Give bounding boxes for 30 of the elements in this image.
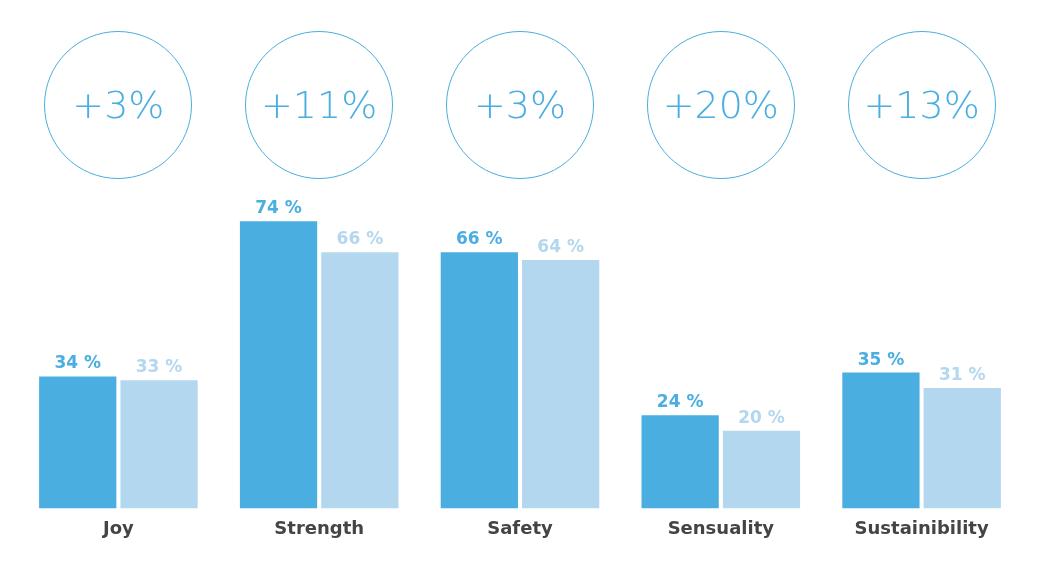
- data-label: 31 %: [938, 364, 986, 385]
- x-tick-label: Sustainibility: [854, 516, 989, 538]
- x-tick-label: Joy: [101, 516, 135, 538]
- data-label: 33 %: [135, 356, 183, 377]
- text: +13%: [862, 83, 981, 127]
- bar: [522, 260, 600, 509]
- data-label: 24 %: [656, 391, 704, 412]
- bar: [923, 388, 1001, 509]
- text: +3%: [71, 83, 166, 127]
- x-tick-label: Safety: [487, 516, 553, 538]
- bar: [842, 372, 920, 509]
- data-label: 64 %: [537, 236, 584, 256]
- data-label: 74 %: [255, 197, 302, 218]
- bar: [440, 252, 518, 509]
- data-label: 34 %: [54, 352, 102, 373]
- bar: [641, 415, 719, 509]
- bar: [239, 221, 318, 509]
- text: +20%: [661, 83, 780, 127]
- data-label: 35 %: [857, 348, 905, 369]
- bar: [321, 252, 399, 509]
- text: +3%: [472, 83, 568, 127]
- data-label: 66 %: [456, 228, 503, 249]
- text: +11%: [260, 83, 379, 127]
- data-label: 66 %: [336, 228, 384, 249]
- data-label: 20 %: [738, 406, 785, 427]
- x-tick-label: Strength: [274, 516, 365, 538]
- bar: [39, 376, 117, 509]
- bar: [120, 380, 198, 509]
- bar: [722, 430, 801, 509]
- x-tick-label: Sensuality: [667, 516, 775, 538]
